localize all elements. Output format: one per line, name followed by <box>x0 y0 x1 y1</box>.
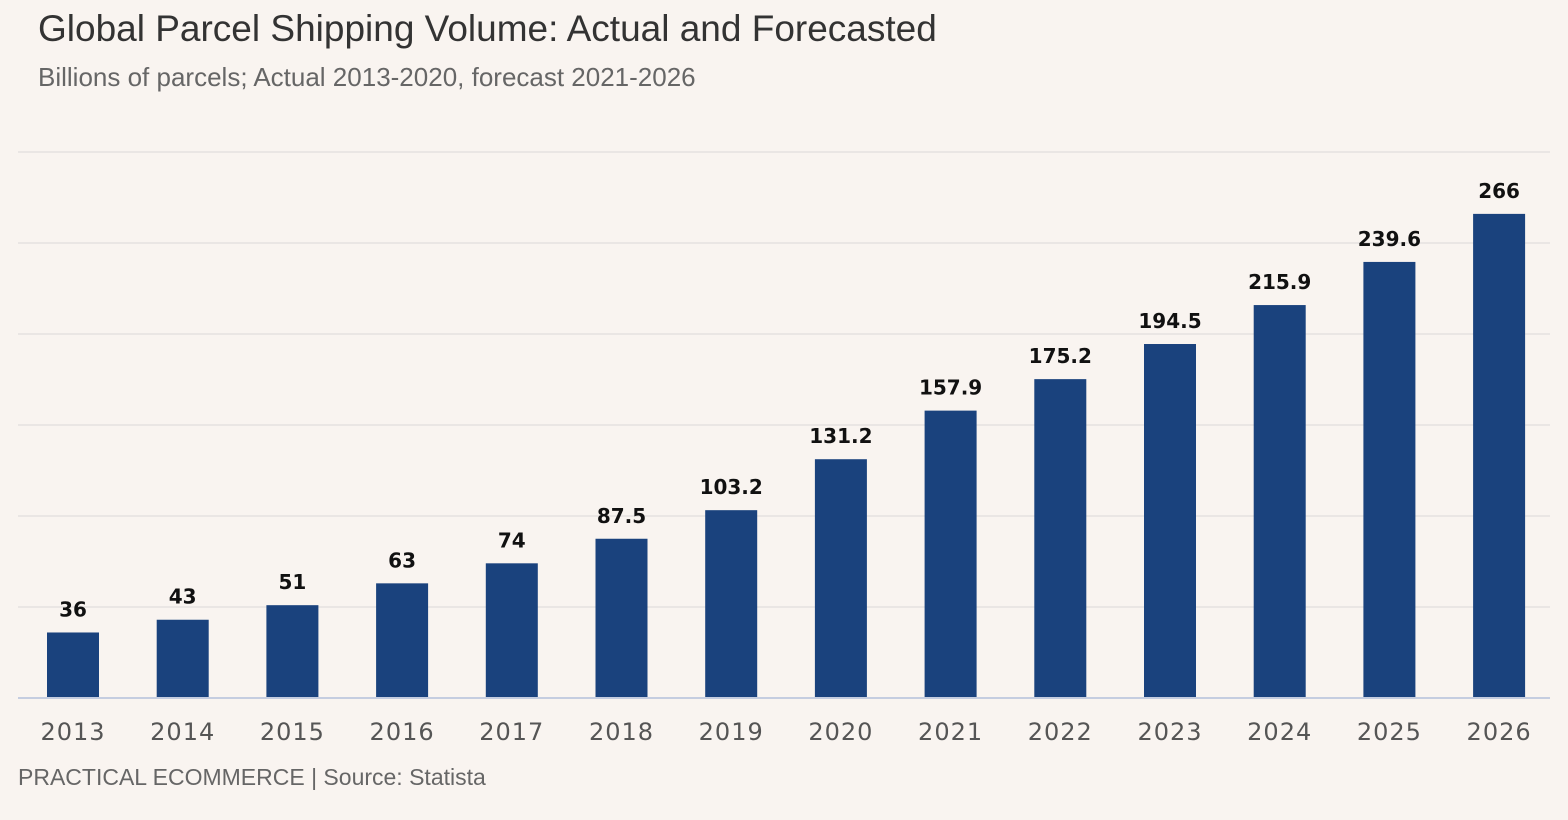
x-tick-2017: 2017 <box>479 718 544 746</box>
x-tick-2025: 2025 <box>1357 718 1422 746</box>
bar-2020 <box>814 459 867 698</box>
x-tick-2023: 2023 <box>1137 718 1202 746</box>
bar-2018 <box>595 538 648 698</box>
x-tick-2016: 2016 <box>370 718 435 746</box>
source-footer: PRACTICAL ECOMMERCE | Source: Statista <box>18 764 486 790</box>
bar-2015 <box>266 605 319 698</box>
x-tick-2019: 2019 <box>699 718 764 746</box>
value-label-2020: 131.2 <box>809 424 872 448</box>
bar-2024 <box>1253 305 1306 698</box>
x-tick-2018: 2018 <box>589 718 654 746</box>
bar-2025 <box>1363 261 1416 698</box>
x-tick-2020: 2020 <box>808 718 873 746</box>
bar-2023 <box>1144 344 1196 698</box>
x-tick-2024: 2024 <box>1247 718 1312 746</box>
x-tick-2022: 2022 <box>1028 718 1093 746</box>
x-tick-2026: 2026 <box>1467 718 1532 746</box>
value-label-2023: 194.5 <box>1138 309 1201 333</box>
gridlines <box>18 151 1550 608</box>
value-label-2025: 239.6 <box>1358 227 1421 251</box>
x-tick-2013: 2013 <box>40 718 105 746</box>
bar-2016 <box>376 583 429 698</box>
value-label-2024: 215.9 <box>1248 270 1311 294</box>
bar-2021 <box>924 410 977 698</box>
bar-2019 <box>705 510 758 698</box>
bar-2017 <box>485 563 538 698</box>
chart-subtitle: Billions of parcels; Actual 2013-2020, f… <box>38 62 696 92</box>
bar-2013 <box>47 632 99 698</box>
value-label-2021: 157.9 <box>919 376 982 400</box>
value-label-2017: 74 <box>498 528 526 552</box>
value-label-2016: 63 <box>388 548 416 572</box>
value-label-2018: 87.5 <box>597 504 646 528</box>
value-label-2026: 266 <box>1478 179 1520 203</box>
x-tick-2015: 2015 <box>260 718 325 746</box>
chart-title: Global Parcel Shipping Volume: Actual an… <box>38 8 937 49</box>
bar-2026 <box>1473 213 1526 698</box>
bar-2014 <box>156 619 209 698</box>
value-label-2014: 43 <box>169 585 197 609</box>
bar-2022 <box>1034 379 1087 698</box>
x-tick-2021: 2021 <box>918 718 983 746</box>
value-label-2019: 103.2 <box>700 475 763 499</box>
value-label-2015: 51 <box>278 570 306 594</box>
x-tick-2014: 2014 <box>150 718 215 746</box>
value-label-2013: 36 <box>59 597 87 621</box>
value-label-2022: 175.2 <box>1029 344 1092 368</box>
